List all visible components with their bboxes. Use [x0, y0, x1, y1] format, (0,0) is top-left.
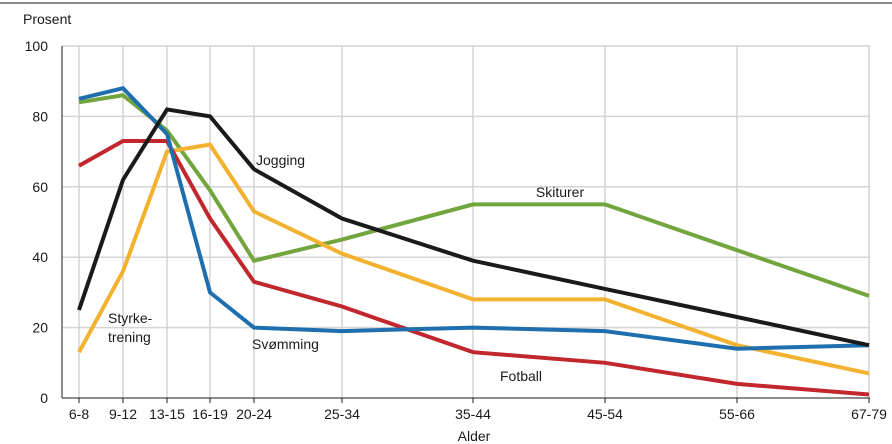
x-tick-label: 67-79 — [851, 406, 887, 422]
y-axis-title: Prosent — [23, 11, 71, 27]
y-tick-label: 60 — [32, 179, 48, 195]
gridlines — [62, 45, 870, 398]
series-lines — [77, 85, 870, 397]
label-jogging: Jogging — [256, 152, 305, 168]
x-tick-label: 25-34 — [324, 406, 360, 422]
y-tick-label: 100 — [25, 38, 49, 54]
series-line-jogging — [77, 107, 870, 348]
series-line-svømming — [78, 85, 870, 351]
x-tick-label: 35-44 — [455, 406, 491, 422]
y-tick-label: 40 — [32, 249, 48, 265]
x-tick-label: 13-15 — [149, 406, 185, 422]
x-tick-labels: 6-8 9-12 13-15 16-19 20-24 25-34 35-44 45-54 55-… — [69, 406, 887, 422]
series-line-styrke-trening — [77, 142, 870, 376]
label-fotball: Fotball — [500, 368, 542, 384]
y-tick-label: 20 — [32, 320, 48, 336]
axes — [61, 46, 870, 403]
x-tick-label: 55-66 — [719, 406, 755, 422]
x-tick-label: 9-12 — [109, 406, 137, 422]
y-tick-labels: 0 20 40 60 80 100 — [25, 38, 49, 406]
label-styrke-line2: trening — [108, 329, 151, 345]
x-tick-label: 45-54 — [587, 406, 623, 422]
y-tick-label: 80 — [32, 108, 48, 124]
label-styrke-line1: Styrke- — [108, 310, 153, 326]
x-tick-label: 16-19 — [192, 406, 228, 422]
x-tick-label: 6-8 — [69, 406, 89, 422]
x-axis-title: Alder — [458, 428, 491, 444]
y-tick-label: 0 — [40, 390, 48, 406]
x-tick-label: 20-24 — [236, 406, 272, 422]
label-skiturer: Skiturer — [536, 184, 585, 200]
series-line-fotball — [78, 139, 870, 397]
label-svomming: Svømming — [252, 336, 319, 352]
